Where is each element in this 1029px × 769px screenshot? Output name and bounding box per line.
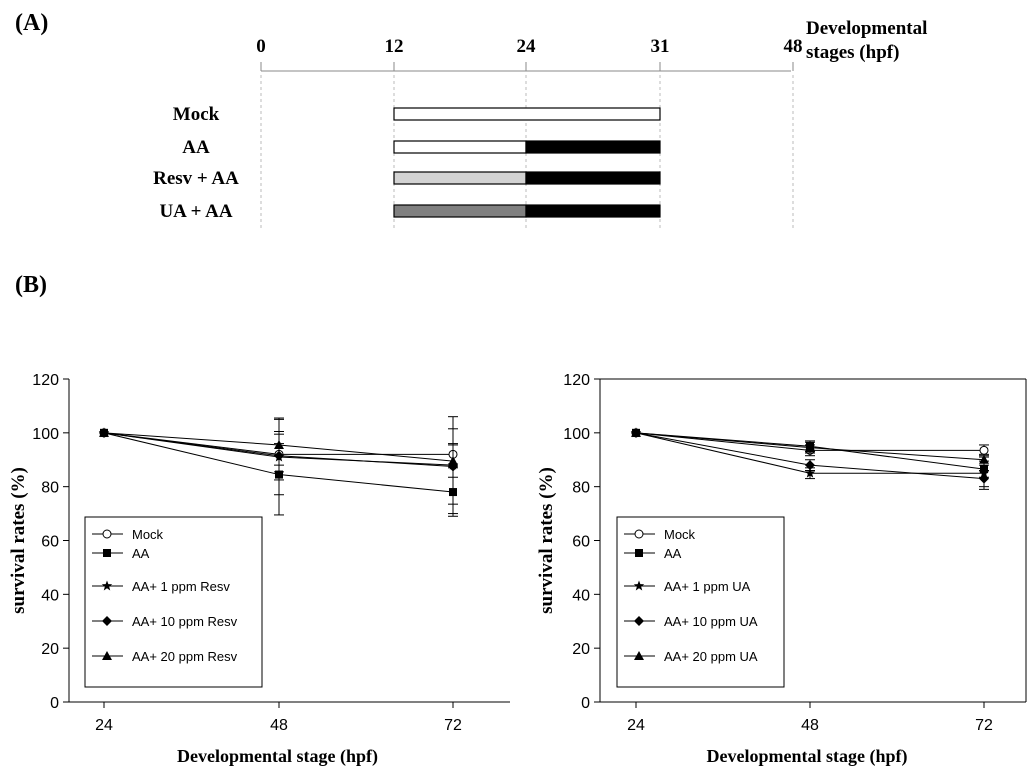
y-tick-label: 60 <box>572 534 590 551</box>
legend-label: Mock <box>132 527 164 542</box>
legend-label: AA <box>132 546 150 561</box>
y-tick-label: 40 <box>41 587 59 604</box>
data-point <box>979 473 989 484</box>
timeline-bar-segment <box>393 171 527 185</box>
x-tick-label: 72 <box>444 717 462 734</box>
timeline-row-label: AA <box>182 137 210 158</box>
legend-label: AA+ 1 ppm Resv <box>132 579 230 594</box>
y-tick-label: 20 <box>41 641 59 658</box>
x-tick-label: 24 <box>627 717 645 734</box>
panel-a-label: (A) <box>15 10 48 36</box>
data-point <box>979 454 989 464</box>
legend-marker <box>634 616 644 626</box>
timeline-row-label: Mock <box>173 104 220 125</box>
timeline-tick-label: 12 <box>385 36 404 57</box>
timeline-bar-segment <box>393 204 527 218</box>
legend-box <box>84 516 263 688</box>
legend-label: AA+ 20 ppm Resv <box>132 649 238 664</box>
x-tick-label: 24 <box>95 717 113 734</box>
panel-b-label: (B) <box>15 272 47 298</box>
x-axis-label: Developmental stage (hpf) <box>177 746 378 767</box>
legend-marker <box>633 580 645 591</box>
timeline-bar-segment <box>525 171 661 185</box>
y-tick-label: 80 <box>41 480 59 497</box>
y-tick-label: 60 <box>41 534 59 551</box>
data-point <box>979 445 989 455</box>
timeline-axis-title-line1: Developmental <box>806 18 927 39</box>
legend-marker <box>103 549 111 557</box>
legend-label: AA <box>664 546 682 561</box>
y-tick-label: 80 <box>572 480 590 497</box>
chart-resv: 0 20 40 60 80 100 120 24 48 72 Developmental stage… <box>8 372 510 767</box>
x-axis-label: Developmental stage (hpf) <box>707 746 908 767</box>
legend-box <box>616 516 785 688</box>
timeline-tick-label: 0 <box>256 36 266 57</box>
timeline-axis-title-line2: stages (hpf) <box>806 42 899 63</box>
data-point <box>804 467 816 478</box>
legend-marker <box>635 549 643 557</box>
legend-marker <box>102 529 112 539</box>
timeline-row-label: Resv + AA <box>153 168 239 189</box>
legend-label: AA+ 10 ppm UA <box>664 614 758 629</box>
timeline-bar-segment <box>393 140 527 154</box>
y-tick-label: 120 <box>563 372 590 389</box>
y-tick-label: 0 <box>50 695 59 712</box>
y-axis-label: survival rates (%) <box>536 467 557 614</box>
y-tick-label: 20 <box>572 641 590 658</box>
data-point <box>448 456 458 466</box>
legend-marker <box>634 529 644 539</box>
x-tick-label: 72 <box>975 717 993 734</box>
timeline-row-label: UA + AA <box>159 201 232 222</box>
panel-a: (A) Developmental stages (hpf) 0 12 24 31 48… <box>15 10 927 228</box>
y-tick-label: 40 <box>572 587 590 604</box>
legend-marker <box>101 580 113 591</box>
x-tick-label: 48 <box>270 717 288 734</box>
data-point <box>99 427 109 437</box>
y-tick-label: 100 <box>32 426 59 443</box>
legend-marker <box>102 616 112 626</box>
legend-label: Mock <box>664 527 696 542</box>
y-axis-label: survival rates (%) <box>8 467 29 614</box>
timeline-bar-segment <box>525 204 661 218</box>
timeline-bar-segment <box>525 140 661 154</box>
y-tick-label: 0 <box>581 695 590 712</box>
data-point <box>631 427 641 437</box>
legend-label: AA+ 1 ppm UA <box>664 579 751 594</box>
timeline-bar-segment <box>393 107 661 121</box>
legend-label: AA+ 10 ppm Resv <box>132 614 238 629</box>
data-point <box>274 439 284 449</box>
x-tick-label: 48 <box>801 717 819 734</box>
timeline-tick-label: 31 <box>651 36 670 57</box>
legend-label: AA+ 20 ppm UA <box>664 649 758 664</box>
data-point <box>805 460 815 471</box>
timeline-tick-label: 24 <box>517 36 537 57</box>
data-point <box>805 442 815 452</box>
y-tick-label: 100 <box>563 426 590 443</box>
timeline-tick-label: 48 <box>784 36 803 57</box>
chart-ua: 0 20 40 60 80 100 120 24 48 72 Developmental stage… <box>536 372 1027 767</box>
legend-marker <box>634 651 644 660</box>
y-tick-label: 120 <box>32 372 59 389</box>
legend-marker <box>102 651 112 660</box>
